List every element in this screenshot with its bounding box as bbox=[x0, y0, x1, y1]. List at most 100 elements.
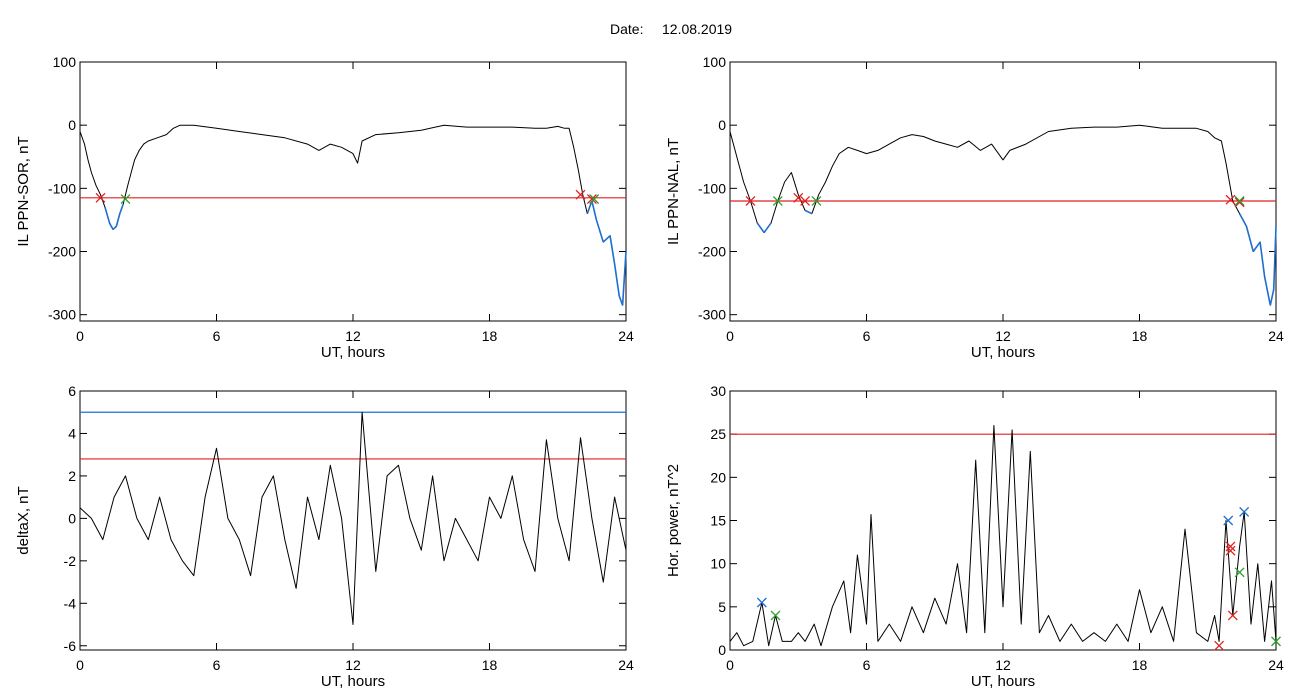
chart1-marker-green-x bbox=[120, 194, 131, 205]
chart2-xtick-label: 24 bbox=[1268, 328, 1284, 344]
chart4-marker-stroke bbox=[1214, 640, 1225, 651]
chart1-xtick-label: 18 bbox=[482, 328, 498, 344]
chart2-marker-stroke bbox=[1234, 197, 1245, 208]
chart4-xtick-label: 24 bbox=[1268, 657, 1284, 673]
chart3-ytick-label: 2 bbox=[68, 468, 76, 484]
chart4-marker-stroke bbox=[1234, 567, 1245, 578]
chart1-marker-stroke bbox=[120, 194, 131, 205]
chart1: 0 6 12 18 24 100 0 -100 -200 -300 UT, hours IL PPN-… bbox=[15, 54, 634, 361]
chart3-frame bbox=[79, 390, 627, 651]
chart2-below-threshold-segment bbox=[1238, 213, 1248, 227]
chart2-series-line bbox=[729, 124, 1277, 306]
chart4-marker-red-x bbox=[1227, 610, 1238, 621]
chart1-marker-stroke bbox=[95, 192, 106, 203]
chart4-marker-stroke bbox=[1227, 610, 1238, 621]
chart1-below-threshold-segment bbox=[602, 235, 611, 243]
chart3-ylabel: deltaX, nT bbox=[15, 486, 32, 554]
chart2-frame bbox=[729, 61, 1277, 322]
chart3-xtick-label: 0 bbox=[76, 657, 84, 673]
chart2-xtick-label: 6 bbox=[863, 328, 871, 344]
chart4-xtick-label: 12 bbox=[995, 657, 1011, 673]
chart2-below-threshold-segment bbox=[1272, 226, 1277, 290]
chart2-below-threshold-segment bbox=[1269, 289, 1275, 306]
chart2-xtick-label: 18 bbox=[1132, 328, 1148, 344]
chart4-ytick-label: 25 bbox=[710, 426, 726, 442]
chart2-marker-red-x bbox=[800, 196, 811, 206]
chart3: 0 6 12 18 24 6 4 2 0 -2 -4 -6 UT, hours deltaX, nT bbox=[15, 383, 634, 690]
chart4-xtick-label: 0 bbox=[726, 657, 734, 673]
chart1-marker-red-x bbox=[586, 194, 597, 205]
chart4-ytick-label: 10 bbox=[710, 556, 726, 572]
chart2-ytick-label: -100 bbox=[698, 180, 726, 196]
chart3-xtick-label: 18 bbox=[482, 657, 498, 673]
chart3-ytick-label: 4 bbox=[68, 425, 76, 441]
chart1-ytick-label: -100 bbox=[48, 180, 76, 196]
chart4-xtick-label: 18 bbox=[1132, 657, 1148, 673]
chart3-ytick-label: -6 bbox=[64, 638, 77, 654]
chart2-marker-red-x bbox=[745, 196, 756, 206]
chart4-ylabel: Hor. power, nT^2 bbox=[665, 464, 682, 577]
chart2-ylabel: IL PPN-NAL, nT bbox=[665, 138, 682, 245]
chart1-below-threshold-segment bbox=[104, 207, 111, 224]
chart2-marker-green-x bbox=[1234, 196, 1245, 206]
chart4-marker-stroke bbox=[756, 597, 767, 608]
chart2-ytick-label: 100 bbox=[703, 54, 727, 70]
chart2-marker-stroke bbox=[811, 196, 822, 206]
chart1-ytick-label: -300 bbox=[48, 307, 76, 323]
chart2-marker-stroke bbox=[800, 196, 811, 206]
chart1-marker-stroke bbox=[575, 189, 586, 200]
chart1-below-threshold-segment bbox=[586, 200, 593, 214]
chart1-ytick-label: 100 bbox=[53, 54, 77, 70]
chart4-marker-red-x bbox=[1225, 541, 1236, 552]
chart2-ytick-label: -200 bbox=[698, 244, 726, 260]
chart4-marker-green-x bbox=[1234, 567, 1245, 578]
chart1-below-threshold-segment bbox=[115, 213, 121, 227]
chart4-marker-green-x bbox=[770, 610, 781, 621]
chart4-marker-blue-x bbox=[1223, 515, 1234, 526]
chart2-below-threshold-segment bbox=[1245, 226, 1255, 252]
chart4-marker-stroke bbox=[1225, 541, 1236, 552]
chart2-below-threshold-segment bbox=[1259, 241, 1266, 277]
chart1-below-threshold-segment bbox=[621, 251, 627, 306]
chart1-below-threshold-segment bbox=[613, 264, 620, 296]
chart1-below-threshold-segment bbox=[108, 222, 114, 230]
chart3-xlabel: UT, hours bbox=[321, 673, 385, 690]
chart2-marker-stroke bbox=[1225, 194, 1236, 205]
chart1-below-threshold-segment bbox=[609, 235, 616, 265]
chart2-marker-green-x bbox=[772, 196, 783, 206]
chart1-marker-red-x bbox=[575, 189, 586, 200]
chart1-series-line bbox=[79, 124, 627, 306]
chart1-below-threshold-segment bbox=[591, 200, 598, 221]
chart4-marker-stroke bbox=[1225, 545, 1236, 556]
chart2-below-threshold-segment bbox=[1263, 276, 1272, 306]
chart2-marker-stroke bbox=[745, 196, 756, 206]
chart2-marker-red-x bbox=[1225, 194, 1236, 205]
chart4-marker-stroke bbox=[1223, 515, 1234, 526]
chart1-xlabel: UT, hours bbox=[321, 344, 385, 361]
chart2-below-threshold-segment bbox=[804, 209, 813, 215]
chart3-xtick-label: 6 bbox=[213, 657, 221, 673]
chart2: 0 6 12 18 24 100 0 -100 -200 -300 UT, hours IL PPN-… bbox=[665, 54, 1284, 361]
chart1-xtick-label: 24 bbox=[618, 328, 634, 344]
chart1-xtick-label: 0 bbox=[76, 328, 84, 344]
chart1-xtick-label: 12 bbox=[345, 328, 361, 344]
chart2-below-threshold-segment bbox=[763, 222, 772, 234]
chart2-below-threshold-segment bbox=[756, 222, 765, 234]
chart4-marker-green-x bbox=[1271, 636, 1281, 647]
date-label: Date: bbox=[610, 21, 643, 37]
chart1-ytick-label: 0 bbox=[68, 117, 76, 133]
chart4-marker-red-x bbox=[1225, 545, 1236, 556]
chart4-ytick-label: 20 bbox=[710, 469, 726, 485]
chart3-ytick-label: -2 bbox=[64, 553, 77, 569]
chart4-marker-stroke bbox=[1271, 636, 1281, 647]
chart2-marker-green-x bbox=[811, 196, 822, 206]
chart1-below-threshold-segment bbox=[119, 203, 124, 214]
chart2-xtick-label: 12 bbox=[995, 328, 1011, 344]
chart2-marker-red-x bbox=[1234, 197, 1245, 208]
chart2-marker-stroke bbox=[793, 192, 804, 203]
chart4-ytick-label: 15 bbox=[710, 513, 726, 529]
chart3-ytick-label: -4 bbox=[64, 595, 77, 611]
chart4: 0 6 12 18 24 0 5 10 15 20 25 30 UT, hours Hor. power,… bbox=[665, 383, 1284, 690]
chart1-below-threshold-segment bbox=[112, 225, 117, 230]
